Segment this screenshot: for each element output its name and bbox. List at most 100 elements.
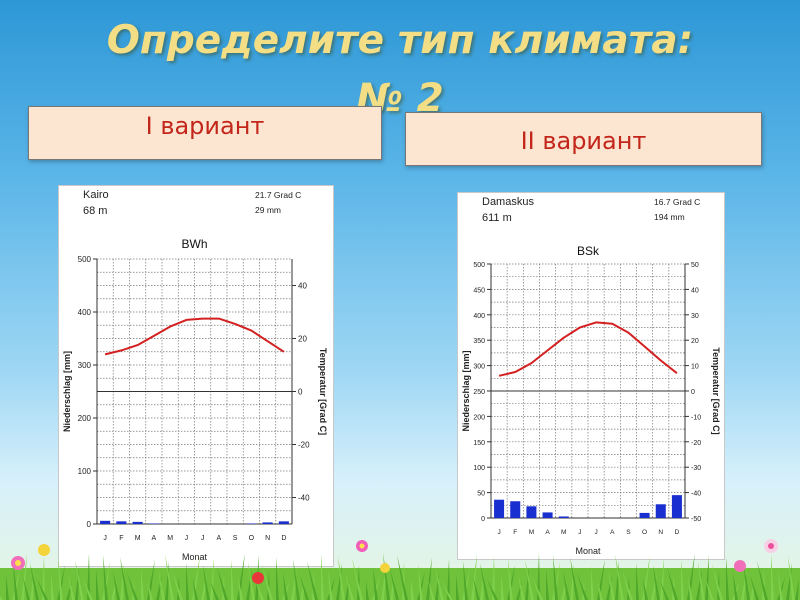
month-tick-label: D bbox=[281, 535, 286, 542]
right-tick-label: 0 bbox=[298, 388, 303, 397]
month-tick-label: A bbox=[152, 535, 157, 542]
station-elevation: 611 m bbox=[482, 212, 512, 224]
month-tick-label: N bbox=[265, 535, 270, 542]
month-tick-label: D bbox=[675, 529, 680, 536]
precipitation-bar bbox=[542, 512, 553, 518]
right-tick-label: 20 bbox=[691, 338, 699, 345]
precipitation-bar bbox=[639, 512, 650, 518]
precipitation-bar bbox=[148, 523, 159, 524]
right-tick-label: 10 bbox=[691, 364, 699, 371]
climate-class: BWh bbox=[181, 237, 207, 251]
month-tick-label: A bbox=[217, 535, 222, 542]
right-tick-label: -50 bbox=[691, 516, 701, 523]
left-tick-label: 500 bbox=[473, 262, 485, 269]
month-tick-label: J bbox=[497, 529, 500, 536]
month-tick-label: M bbox=[529, 529, 534, 536]
slide-title: Определите тип климата: bbox=[106, 18, 694, 63]
precipitation-bar bbox=[278, 521, 289, 524]
left-tick-label: 300 bbox=[473, 364, 485, 371]
month-tick-label: J bbox=[594, 529, 597, 536]
x-axis-label: Monat bbox=[182, 552, 208, 562]
y-axis-label-left: Niederschlag [mm] bbox=[461, 350, 471, 431]
total-precipitation: 29 mm bbox=[255, 205, 281, 215]
right-tick-label: -10 bbox=[691, 414, 701, 421]
month-tick-label: F bbox=[513, 529, 517, 536]
precipitation-bar bbox=[100, 520, 111, 524]
right-tick-label: -30 bbox=[691, 465, 701, 472]
right-tick-label: 50 bbox=[691, 262, 699, 269]
variant-2-box: II вариант bbox=[405, 112, 762, 166]
x-axis-label: Monat bbox=[575, 546, 601, 556]
variant-2-label: II вариант bbox=[520, 127, 647, 155]
month-tick-label: S bbox=[626, 529, 631, 536]
precipitation-bar bbox=[526, 506, 537, 518]
left-tick-label: 100 bbox=[473, 465, 485, 472]
climate-chart-kairo: Kairo 68 m 21.7 Grad C 29 mm BWh 0 100 200 300 40… bbox=[58, 185, 334, 567]
mean-temperature: 16.7 Grad C bbox=[654, 197, 700, 207]
left-tick-label: 250 bbox=[473, 389, 485, 396]
left-tick-label: 400 bbox=[473, 313, 485, 320]
y-axis-label-right: Temperatur [Grad C] bbox=[711, 347, 721, 434]
month-tick-label: M bbox=[561, 529, 566, 536]
y-axis-label-left: Niederschlag [mm] bbox=[62, 351, 72, 432]
month-tick-label: F bbox=[119, 535, 123, 542]
left-tick-label: 0 bbox=[481, 516, 485, 523]
left-tick-label: 100 bbox=[78, 467, 92, 476]
left-tick-label: 350 bbox=[473, 338, 485, 345]
temperature-line bbox=[104, 317, 285, 356]
right-tick-label: -40 bbox=[298, 494, 310, 503]
month-tick-label: S bbox=[233, 535, 238, 542]
left-tick-label: 200 bbox=[473, 414, 485, 421]
temperature-line bbox=[498, 321, 678, 377]
right-tick-label: 30 bbox=[691, 313, 699, 320]
right-tick-label: -20 bbox=[691, 440, 701, 447]
climate-class: BSk bbox=[577, 244, 600, 258]
left-tick-label: 450 bbox=[473, 287, 485, 294]
month-tick-label: O bbox=[642, 529, 647, 536]
grass-flowers-decoration bbox=[0, 539, 800, 600]
left-tick-label: 500 bbox=[78, 255, 92, 264]
month-tick-label: M bbox=[135, 535, 141, 542]
month-tick-label: J bbox=[103, 535, 107, 542]
precipitation-bar bbox=[246, 523, 257, 524]
right-tick-label: 0 bbox=[691, 389, 695, 396]
month-tick-label: J bbox=[185, 535, 189, 542]
right-tick-label: 20 bbox=[298, 335, 307, 344]
total-precipitation: 194 mm bbox=[654, 212, 685, 222]
left-tick-label: 300 bbox=[78, 361, 92, 370]
variant-1-box: I вариант bbox=[28, 106, 382, 160]
station-elevation: 68 m bbox=[83, 205, 107, 217]
month-tick-label: O bbox=[249, 535, 255, 542]
month-tick-label: N bbox=[658, 529, 663, 536]
precipitation-bar bbox=[132, 521, 143, 524]
station-name: Kairo bbox=[83, 189, 109, 201]
month-tick-label: A bbox=[610, 529, 615, 536]
precipitation-bar bbox=[262, 522, 273, 524]
precipitation-bar bbox=[116, 521, 127, 524]
month-tick-label: A bbox=[545, 529, 550, 536]
month-tick-label: M bbox=[167, 535, 173, 542]
right-tick-label: 40 bbox=[298, 282, 307, 291]
left-tick-label: 200 bbox=[78, 414, 92, 423]
y-axis-label-right: Temperatur [Grad C] bbox=[318, 348, 328, 435]
left-tick-label: 400 bbox=[78, 308, 92, 317]
month-tick-label: J bbox=[201, 535, 205, 542]
climate-chart-damaskus: Damaskus 611 m 16.7 Grad C 194 mm BSk 0 50 100 1… bbox=[457, 192, 725, 560]
right-tick-label: -20 bbox=[298, 441, 310, 450]
precipitation-bar bbox=[494, 499, 505, 518]
month-tick-label: J bbox=[578, 529, 581, 536]
left-tick-label: 50 bbox=[477, 491, 485, 498]
mean-temperature: 21.7 Grad C bbox=[255, 190, 301, 200]
left-tick-label: 0 bbox=[87, 520, 92, 529]
right-tick-label: 40 bbox=[691, 287, 699, 294]
precipitation-bar bbox=[558, 516, 569, 518]
precipitation-bar bbox=[655, 504, 666, 518]
left-tick-label: 150 bbox=[473, 440, 485, 447]
station-name: Damaskus bbox=[482, 196, 534, 208]
right-tick-label: -40 bbox=[691, 491, 701, 498]
precipitation-bar bbox=[671, 495, 682, 518]
variant-1-label: I вариант bbox=[145, 112, 265, 140]
precipitation-bar bbox=[510, 501, 521, 518]
